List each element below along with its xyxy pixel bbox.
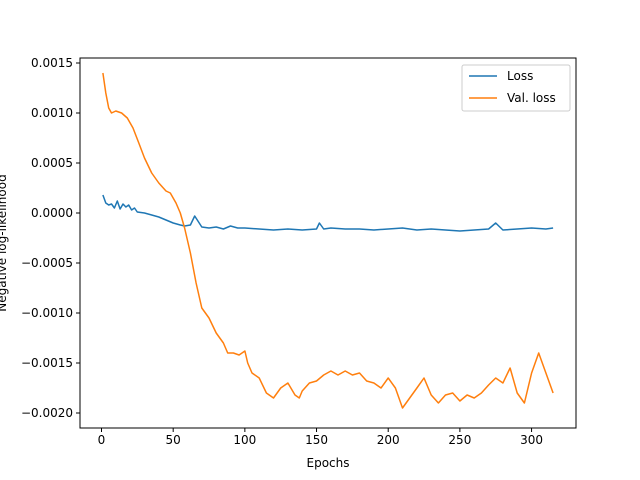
legend-label-loss: Loss — [507, 69, 533, 83]
series-line-val-loss — [102, 72, 554, 409]
y-tick-label: 0.0015 — [31, 56, 73, 70]
x-tick-label: 250 — [448, 433, 471, 447]
series-layer — [102, 72, 554, 409]
series-line-loss — [102, 194, 554, 232]
plot-frame — [79, 57, 577, 429]
y-tick-label: −0.0010 — [21, 306, 73, 320]
legend: Loss Val. loss — [461, 64, 571, 112]
x-tick-label: 0 — [98, 433, 106, 447]
legend-label-val-loss: Val. loss — [507, 91, 556, 105]
x-tick-label: 200 — [377, 433, 400, 447]
x-tick-label: 150 — [305, 433, 328, 447]
y-tick-label: 0.0000 — [31, 206, 73, 220]
axis-ticks: 0 50 100 150 200 250 300 −0.0020 −0.0015 −0.0010 −… — [21, 56, 543, 447]
y-tick-label: −0.0015 — [21, 356, 73, 370]
x-tick-label: 100 — [233, 433, 256, 447]
y-tick-label: 0.0005 — [31, 156, 73, 170]
y-axis-label: Negative log-likelihood — [0, 174, 9, 311]
y-tick-label: −0.0020 — [21, 406, 73, 420]
x-tick-label: 50 — [166, 433, 181, 447]
y-tick-label: 0.0010 — [31, 106, 73, 120]
x-tick-label: 300 — [520, 433, 543, 447]
y-tick-label: −0.0005 — [21, 256, 73, 270]
x-axis-label: Epochs — [307, 456, 350, 470]
